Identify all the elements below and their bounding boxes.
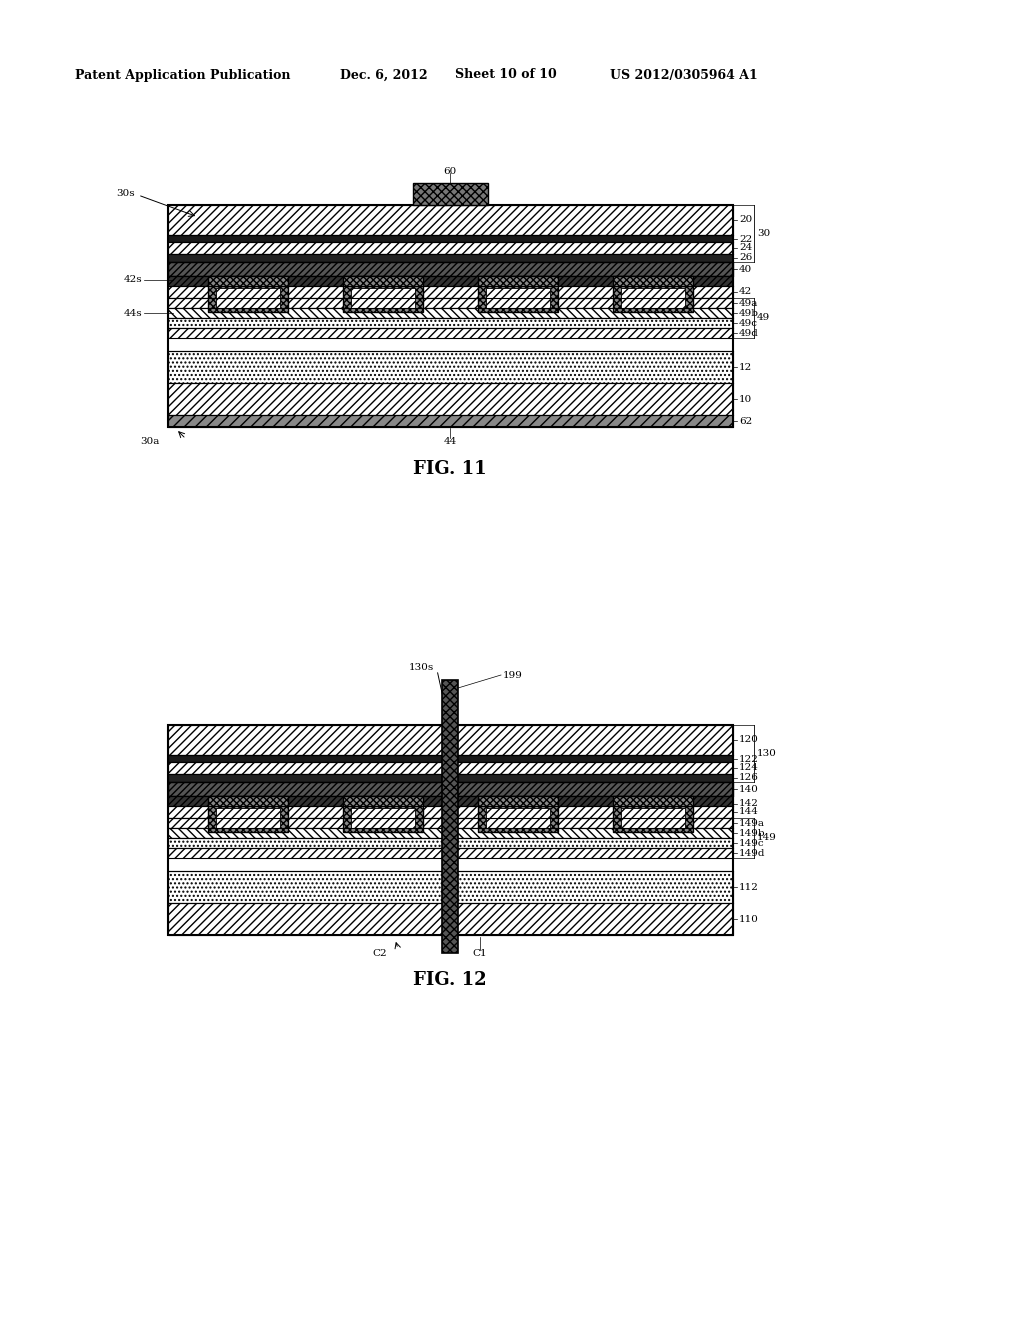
Text: 130s: 130s (409, 664, 434, 672)
Text: 130: 130 (757, 748, 777, 758)
Text: 149a: 149a (739, 818, 765, 828)
Bar (351, 808, 415, 828)
Bar (486, 288, 550, 308)
Text: 49d: 49d (739, 329, 759, 338)
Bar (442, 680, 458, 953)
Text: 49b: 49b (739, 309, 759, 318)
Bar (208, 796, 288, 832)
Text: 140: 140 (739, 784, 759, 793)
Text: 110: 110 (739, 915, 759, 924)
Bar (168, 286, 733, 298)
Bar (208, 276, 288, 312)
Bar (168, 828, 733, 838)
Text: 144: 144 (739, 808, 759, 817)
Bar (168, 847, 733, 858)
Bar (343, 276, 423, 312)
Text: 44s: 44s (123, 309, 142, 318)
Text: 42s: 42s (123, 276, 142, 285)
Bar (168, 253, 733, 261)
Bar (168, 298, 733, 308)
Text: 49: 49 (757, 314, 770, 322)
Text: 149b: 149b (739, 829, 766, 837)
Text: 22: 22 (739, 235, 753, 243)
Text: 142: 142 (739, 800, 759, 808)
Bar (351, 288, 415, 308)
Bar (613, 796, 693, 832)
Text: 30a: 30a (140, 437, 160, 446)
Text: 44: 44 (443, 437, 457, 446)
Text: 122: 122 (739, 755, 759, 763)
Bar (168, 774, 733, 781)
Bar (168, 725, 733, 755)
Bar (168, 762, 733, 774)
Bar (216, 288, 280, 308)
Text: 126: 126 (739, 774, 759, 783)
Bar (168, 807, 733, 818)
Text: 62: 62 (739, 417, 753, 425)
Bar (168, 781, 733, 796)
Bar (168, 318, 733, 327)
Text: C1: C1 (473, 949, 487, 957)
Bar (168, 327, 733, 338)
Bar (486, 808, 550, 828)
Text: 42: 42 (739, 288, 753, 297)
Text: 30s: 30s (117, 189, 135, 198)
Text: 149c: 149c (739, 838, 765, 847)
Text: 24: 24 (739, 243, 753, 252)
Text: 49c: 49c (739, 318, 758, 327)
Bar (168, 796, 733, 807)
Text: US 2012/0305964 A1: US 2012/0305964 A1 (610, 69, 758, 82)
Bar (343, 796, 423, 832)
Bar (478, 276, 558, 312)
Bar (168, 205, 733, 235)
Text: 49a: 49a (739, 298, 759, 308)
Bar (168, 725, 733, 935)
Bar (478, 796, 558, 832)
Text: 199: 199 (503, 671, 523, 680)
Text: 12: 12 (739, 363, 753, 371)
Bar (168, 205, 733, 426)
Text: 124: 124 (739, 763, 759, 772)
Text: 120: 120 (739, 735, 759, 744)
Bar (168, 351, 733, 383)
Bar (413, 183, 488, 205)
Bar (168, 242, 733, 253)
Bar (168, 414, 733, 426)
Bar (216, 808, 280, 828)
Bar (168, 383, 733, 414)
Text: 10: 10 (739, 395, 753, 404)
Text: FIG. 12: FIG. 12 (414, 972, 486, 989)
Text: Dec. 6, 2012: Dec. 6, 2012 (340, 69, 428, 82)
Text: 149d: 149d (739, 849, 766, 858)
Text: C2: C2 (373, 949, 387, 957)
Bar (621, 808, 685, 828)
Bar (168, 755, 733, 762)
Bar (613, 276, 693, 312)
Text: FIG. 11: FIG. 11 (414, 459, 486, 478)
Bar (168, 871, 733, 903)
Text: Patent Application Publication: Patent Application Publication (75, 69, 291, 82)
Bar (168, 818, 733, 828)
Bar (168, 903, 733, 935)
Text: 60: 60 (443, 166, 457, 176)
Bar (168, 276, 733, 286)
Text: 149: 149 (757, 833, 777, 842)
Bar (168, 235, 733, 242)
Bar (621, 288, 685, 308)
Text: 30: 30 (757, 228, 770, 238)
Text: Sheet 10 of 10: Sheet 10 of 10 (455, 69, 557, 82)
Text: 112: 112 (739, 883, 759, 891)
Bar (168, 261, 733, 276)
Text: 40: 40 (739, 264, 753, 273)
Bar (168, 838, 733, 847)
Bar (168, 308, 733, 318)
Text: 26: 26 (739, 253, 753, 263)
Text: 20: 20 (739, 215, 753, 224)
